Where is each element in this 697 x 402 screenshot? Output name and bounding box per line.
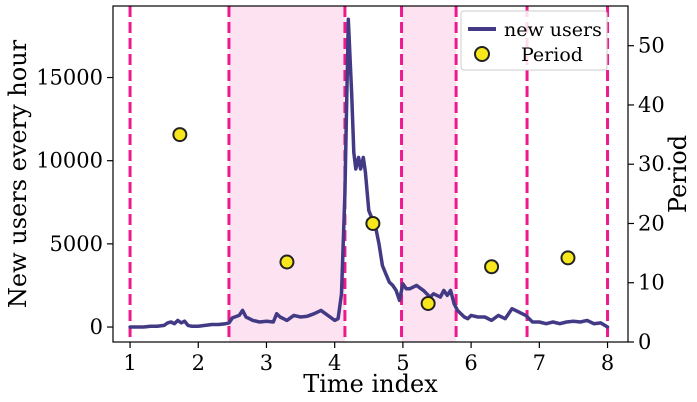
period-point-5 (560, 250, 576, 266)
x-axis-title: Time index (303, 370, 438, 398)
legend-period-swatch (474, 46, 490, 62)
x-axis: 1 2 3 4 5 6 7 8 (123, 342, 614, 375)
legend-period-label: Period (521, 44, 583, 66)
y-left-tick-label-1: 5000 (50, 232, 103, 256)
legend-new-users-label: new users (504, 19, 602, 41)
period-point-2 (365, 215, 381, 231)
x-tick-label-6: 7 (533, 351, 546, 375)
x-tick-label-4: 5 (396, 351, 409, 375)
plot-frame (112, 5, 629, 343)
y-right-tick-label-5: 50 (638, 34, 665, 58)
y-right-tick-label-3: 30 (638, 152, 665, 176)
y-axis-left: 0 5000 10000 15000 (36, 66, 113, 339)
y-axis-left-title: New users every hour (4, 39, 32, 308)
period-point-3 (420, 295, 436, 311)
y-right-tick-label-1: 10 (638, 271, 665, 295)
y-right-tick-label-2: 20 (638, 211, 665, 235)
new-users-series (128, 17, 610, 329)
x-tick-label-2: 3 (260, 351, 273, 375)
y-right-tick-label-0: 0 (638, 330, 651, 354)
y-axis-right: 0 10 20 30 40 50 (628, 34, 665, 354)
y-right-tick-label-4: 40 (638, 93, 665, 117)
x-tick-label-1: 2 (192, 351, 205, 375)
period-point-1 (279, 254, 295, 270)
shaded-band-0 (228, 6, 345, 342)
x-tick-label-0: 1 (123, 351, 136, 375)
period-point-0 (172, 127, 188, 143)
shaded-bands (228, 6, 457, 342)
shaded-band-1 (401, 6, 457, 342)
y-left-tick-label-2: 10000 (36, 149, 103, 173)
x-tick-label-7: 8 (601, 351, 614, 375)
x-tick-label-3: 4 (328, 351, 341, 375)
period-point-4 (484, 259, 500, 275)
legend-box (460, 10, 608, 71)
y-left-tick-label-0: 0 (90, 315, 103, 339)
legend: new users Period (460, 10, 608, 71)
x-tick-label-5: 6 (464, 351, 477, 375)
new-users-line (128, 17, 610, 329)
period-series (172, 127, 576, 311)
y-left-tick-label-3: 15000 (36, 66, 103, 90)
y-axis-right-title: Period (664, 135, 692, 213)
